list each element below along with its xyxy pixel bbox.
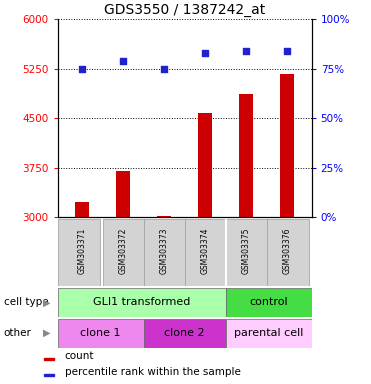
Bar xyxy=(280,74,294,217)
Bar xyxy=(58,288,226,317)
Bar xyxy=(239,94,253,217)
Bar xyxy=(144,319,226,348)
Text: percentile rank within the sample: percentile rank within the sample xyxy=(65,367,241,377)
Text: GSM303374: GSM303374 xyxy=(201,228,210,275)
Point xyxy=(284,48,290,54)
Text: control: control xyxy=(249,297,288,308)
Bar xyxy=(45,358,54,360)
Text: GSM303376: GSM303376 xyxy=(283,228,292,275)
Bar xyxy=(226,288,312,317)
Bar xyxy=(75,202,89,217)
Text: clone 2: clone 2 xyxy=(164,328,205,338)
Bar xyxy=(116,171,130,217)
Text: GSM303373: GSM303373 xyxy=(160,228,168,275)
Title: GDS3550 / 1387242_at: GDS3550 / 1387242_at xyxy=(104,3,265,17)
Point xyxy=(120,58,126,64)
Bar xyxy=(226,219,268,286)
Text: GLI1 transformed: GLI1 transformed xyxy=(93,297,190,308)
Point xyxy=(243,48,249,54)
Bar xyxy=(103,219,145,286)
Text: count: count xyxy=(65,351,94,361)
Bar xyxy=(266,219,309,286)
Bar xyxy=(185,219,227,286)
Bar xyxy=(45,374,54,376)
Text: GSM303375: GSM303375 xyxy=(242,228,250,275)
Text: GSM303372: GSM303372 xyxy=(119,228,128,274)
Point xyxy=(79,66,85,72)
Point xyxy=(161,66,167,72)
Text: clone 1: clone 1 xyxy=(80,328,121,338)
Text: GSM303371: GSM303371 xyxy=(78,228,86,274)
Bar xyxy=(58,319,144,348)
Bar xyxy=(58,219,100,286)
Text: other: other xyxy=(4,328,32,338)
Text: ▶: ▶ xyxy=(43,328,50,338)
Bar xyxy=(226,319,312,348)
Bar xyxy=(144,219,186,286)
Text: parental cell: parental cell xyxy=(234,328,303,338)
Text: ▶: ▶ xyxy=(43,297,50,308)
Text: cell type: cell type xyxy=(4,297,48,308)
Bar xyxy=(198,113,212,217)
Bar xyxy=(157,216,171,217)
Point xyxy=(202,50,208,56)
